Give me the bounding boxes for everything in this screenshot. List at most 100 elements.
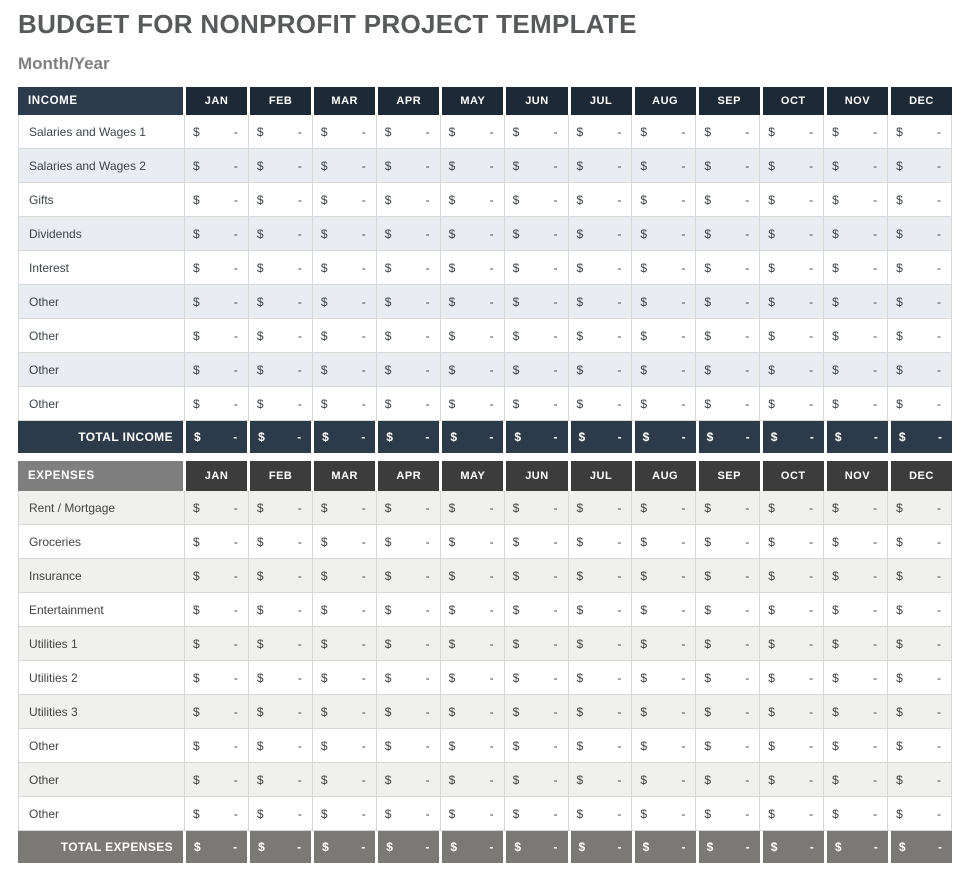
amount-cell[interactable]: $ - (184, 183, 248, 216)
amount-cell[interactable]: $ - (567, 353, 632, 386)
amount-cell[interactable]: $ - (184, 763, 248, 796)
amount-cell[interactable]: $ - (695, 525, 759, 558)
amount-cell[interactable]: $ - (247, 763, 312, 796)
amount-cell[interactable]: $ - (247, 149, 312, 182)
amount-cell[interactable]: $ - (439, 627, 504, 660)
amount-cell[interactable]: $ - (887, 797, 951, 830)
amount-cell[interactable]: $ - (375, 353, 440, 386)
amount-cell[interactable]: $ - (823, 115, 887, 148)
amount-cell[interactable]: $ - (887, 149, 951, 182)
amount-cell[interactable]: $ - (184, 251, 248, 284)
amount-cell[interactable]: $ - (759, 763, 823, 796)
amount-cell[interactable]: $ - (503, 627, 568, 660)
amount-cell[interactable]: $ - (695, 183, 759, 216)
amount-cell[interactable]: $ - (247, 491, 312, 524)
amount-cell[interactable]: $ - (375, 387, 440, 420)
amount-cell[interactable]: $ - (247, 285, 312, 318)
amount-cell[interactable]: $ - (759, 627, 823, 660)
amount-cell[interactable]: $ - (375, 593, 440, 626)
amount-cell[interactable]: $ - (247, 593, 312, 626)
amount-cell[interactable]: $ - (503, 353, 568, 386)
amount-cell[interactable]: $ - (184, 661, 248, 694)
row-label-cell[interactable]: Other (29, 772, 60, 787)
amount-cell[interactable]: $ - (311, 251, 376, 284)
amount-cell[interactable]: $ - (311, 763, 376, 796)
amount-cell[interactable]: $ - (631, 353, 695, 386)
amount-cell[interactable]: $ - (887, 593, 951, 626)
amount-cell[interactable]: $ - (567, 661, 632, 694)
amount-cell[interactable]: $ - (759, 285, 823, 318)
amount-cell[interactable]: $ - (439, 251, 504, 284)
amount-cell[interactable]: $ - (439, 559, 504, 592)
amount-cell[interactable]: $ - (631, 695, 695, 728)
amount-cell[interactable]: $ - (759, 353, 823, 386)
amount-cell[interactable]: $ - (311, 661, 376, 694)
amount-cell[interactable]: $ - (631, 763, 695, 796)
amount-cell[interactable]: $ - (503, 387, 568, 420)
amount-cell[interactable]: $ - (439, 593, 504, 626)
amount-cell[interactable]: $ - (823, 251, 887, 284)
amount-cell[interactable]: $ - (567, 627, 632, 660)
amount-cell[interactable]: $ - (439, 491, 504, 524)
amount-cell[interactable]: $ - (439, 525, 504, 558)
amount-cell[interactable]: $ - (375, 729, 440, 762)
amount-cell[interactable]: $ - (503, 285, 568, 318)
amount-cell[interactable]: $ - (184, 627, 248, 660)
amount-cell[interactable]: $ - (759, 387, 823, 420)
amount-cell[interactable]: $ - (631, 319, 695, 352)
row-label-cell[interactable]: Other (29, 806, 60, 821)
amount-cell[interactable]: $ - (887, 353, 951, 386)
amount-cell[interactable]: $ - (503, 661, 568, 694)
amount-cell[interactable]: $ - (567, 491, 632, 524)
amount-cell[interactable]: $ - (247, 353, 312, 386)
amount-cell[interactable]: $ - (184, 217, 248, 250)
amount-cell[interactable]: $ - (375, 217, 440, 250)
amount-cell[interactable]: $ - (567, 695, 632, 728)
amount-cell[interactable]: $ - (503, 491, 568, 524)
amount-cell[interactable]: $ - (695, 387, 759, 420)
row-label-cell[interactable]: Rent / Mortgage (29, 500, 116, 515)
amount-cell[interactable]: $ - (375, 149, 440, 182)
amount-cell[interactable]: $ - (311, 285, 376, 318)
amount-cell[interactable]: $ - (439, 285, 504, 318)
amount-cell[interactable]: $ - (631, 149, 695, 182)
amount-cell[interactable]: $ - (311, 491, 376, 524)
amount-cell[interactable]: $ - (887, 661, 951, 694)
amount-cell[interactable]: $ - (247, 559, 312, 592)
amount-cell[interactable]: $ - (184, 387, 248, 420)
amount-cell[interactable]: $ - (247, 115, 312, 148)
amount-cell[interactable]: $ - (439, 695, 504, 728)
amount-cell[interactable]: $ - (759, 149, 823, 182)
amount-cell[interactable]: $ - (184, 491, 248, 524)
amount-cell[interactable]: $ - (759, 729, 823, 762)
row-label-cell[interactable]: Utilities 2 (29, 670, 78, 685)
amount-cell[interactable]: $ - (375, 797, 440, 830)
amount-cell[interactable]: $ - (759, 525, 823, 558)
amount-cell[interactable]: $ - (375, 695, 440, 728)
amount-cell[interactable]: $ - (311, 525, 376, 558)
amount-cell[interactable]: $ - (311, 319, 376, 352)
amount-cell[interactable]: $ - (759, 593, 823, 626)
amount-cell[interactable]: $ - (375, 491, 440, 524)
amount-cell[interactable]: $ - (567, 559, 632, 592)
amount-cell[interactable]: $ - (311, 387, 376, 420)
amount-cell[interactable]: $ - (503, 217, 568, 250)
amount-cell[interactable]: $ - (887, 729, 951, 762)
amount-cell[interactable]: $ - (695, 661, 759, 694)
amount-cell[interactable]: $ - (503, 729, 568, 762)
amount-cell[interactable]: $ - (695, 797, 759, 830)
amount-cell[interactable]: $ - (823, 491, 887, 524)
amount-cell[interactable]: $ - (823, 763, 887, 796)
amount-cell[interactable]: $ - (631, 525, 695, 558)
amount-cell[interactable]: $ - (631, 559, 695, 592)
amount-cell[interactable]: $ - (695, 319, 759, 352)
amount-cell[interactable]: $ - (631, 217, 695, 250)
amount-cell[interactable]: $ - (503, 251, 568, 284)
amount-cell[interactable]: $ - (247, 661, 312, 694)
amount-cell[interactable]: $ - (247, 387, 312, 420)
row-label-cell[interactable]: Other (29, 396, 60, 411)
amount-cell[interactable]: $ - (695, 353, 759, 386)
amount-cell[interactable]: $ - (631, 115, 695, 148)
amount-cell[interactable]: $ - (375, 183, 440, 216)
row-label-cell[interactable]: Interest (29, 260, 70, 275)
